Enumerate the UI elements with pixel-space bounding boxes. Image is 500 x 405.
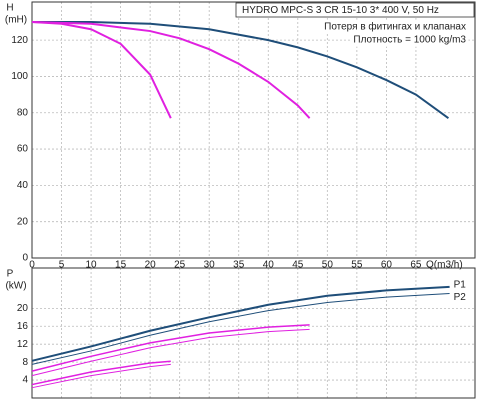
y-tick-label: 60 — [17, 144, 29, 155]
y-tick-label: 4 — [22, 375, 28, 386]
header: HYDRO MPC-S 3 CR 15-10 3* 400 V, 50 Hz — [242, 5, 439, 16]
x-tick-label: 20 — [145, 260, 157, 271]
curve — [31, 363, 171, 389]
curve — [31, 20, 172, 119]
plot-frame — [31, 1, 476, 259]
y-axis-label: P — [7, 269, 14, 280]
note-bg — [322, 19, 468, 34]
y-tick-label: 16 — [17, 321, 29, 332]
header-box — [235, 2, 475, 18]
series-label: P2 — [454, 292, 467, 303]
x-tick-label: 65 — [410, 260, 422, 271]
x-tick-label: 25 — [174, 260, 186, 271]
curve — [32, 20, 450, 120]
x-tick-label: 35 — [233, 260, 245, 271]
series-label: P1 — [454, 279, 467, 290]
y-tick-label: 12 — [17, 339, 29, 350]
y-tick-label: 0 — [22, 253, 28, 264]
x-tick-label: 60 — [381, 260, 393, 271]
y-axis-unit: (kW) — [5, 281, 26, 292]
curve — [31, 360, 171, 386]
y-tick-label: 80 — [17, 107, 29, 118]
x-tick-label: 0 — [29, 260, 35, 271]
y-axis-unit: (mH) — [5, 15, 27, 26]
x-tick-label: 50 — [322, 260, 334, 271]
x-tick-label: 45 — [292, 260, 304, 271]
curve — [31, 293, 450, 365]
y-tick-label: 20 — [17, 216, 29, 227]
y-tick-label: 120 — [11, 35, 28, 46]
curve — [31, 20, 311, 119]
x-tick-label: 15 — [115, 260, 127, 271]
curve — [31, 324, 310, 372]
x-tick-label: 55 — [351, 260, 363, 271]
curve — [31, 285, 450, 362]
note: Плотность = 1000 kg/m3 — [353, 35, 466, 46]
y-tick-label: 8 — [22, 357, 28, 368]
x-axis-label: Q(m3/h) — [426, 260, 463, 271]
curve — [31, 328, 310, 377]
note: Потеря в фитингах и клапанах — [324, 21, 466, 33]
x-tick-label: 10 — [86, 260, 98, 271]
x-tick-label: 5 — [59, 260, 65, 271]
plot-frame — [31, 267, 476, 399]
x-tick-label: 30 — [204, 260, 216, 271]
y-axis-label: H — [6, 3, 13, 14]
y-tick-label: 100 — [11, 71, 28, 82]
note-bg — [351, 33, 469, 47]
x-tick-label: 40 — [263, 260, 275, 271]
y-tick-label: 40 — [17, 180, 29, 191]
y-tick-label: 20 — [17, 303, 29, 314]
